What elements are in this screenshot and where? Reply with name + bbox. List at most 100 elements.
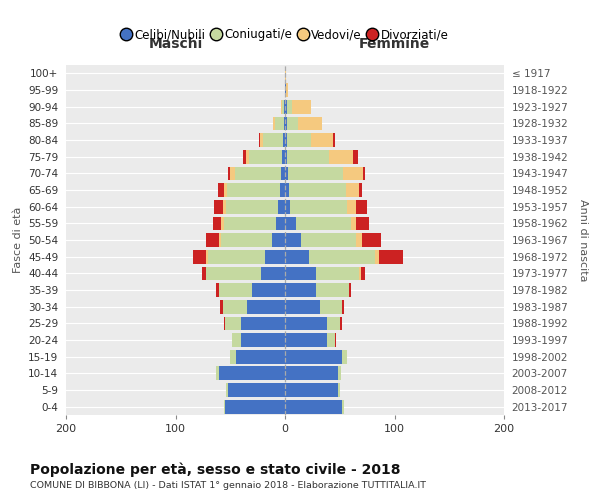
Bar <box>285 133 287 147</box>
Bar <box>285 350 342 364</box>
Bar <box>347 200 356 213</box>
Bar <box>290 200 347 213</box>
Bar <box>361 266 365 280</box>
Bar <box>216 366 220 380</box>
Bar <box>285 233 301 247</box>
Text: Maschi: Maschi <box>148 37 203 51</box>
Bar <box>338 383 340 397</box>
Bar <box>346 183 359 197</box>
Bar <box>230 166 235 180</box>
Bar <box>340 316 342 330</box>
Bar <box>285 383 338 397</box>
Bar <box>226 383 228 397</box>
Bar <box>375 250 379 264</box>
Bar <box>218 183 224 197</box>
Bar <box>224 216 276 230</box>
Y-axis label: Anni di nascita: Anni di nascita <box>578 198 588 281</box>
Bar <box>220 366 285 380</box>
Bar <box>326 316 340 330</box>
Bar <box>356 200 367 213</box>
Bar <box>216 283 220 297</box>
Bar <box>221 233 272 247</box>
Bar <box>265 250 285 264</box>
Bar <box>296 216 350 230</box>
Bar <box>223 200 226 213</box>
Y-axis label: Fasce di età: Fasce di età <box>13 207 23 273</box>
Bar <box>244 150 245 164</box>
Bar <box>333 133 335 147</box>
Bar <box>286 83 288 97</box>
Bar <box>272 233 285 247</box>
Bar <box>224 316 225 330</box>
Bar <box>261 266 285 280</box>
Bar <box>285 116 287 130</box>
Bar <box>275 116 284 130</box>
Bar <box>226 200 278 213</box>
Bar <box>349 283 350 297</box>
Bar <box>311 133 333 147</box>
Text: COMUNE DI BIBBONA (LI) - Dati ISTAT 1° gennaio 2018 - Elaborazione TUTTITALIA.IT: COMUNE DI BIBBONA (LI) - Dati ISTAT 1° g… <box>30 481 426 490</box>
Bar <box>208 250 265 264</box>
Bar <box>359 266 361 280</box>
Bar <box>241 316 285 330</box>
Bar <box>283 133 285 147</box>
Legend: Celibi/Nubili, Coniugati/e, Vedovi/e, Divorziati/e: Celibi/Nubili, Coniugati/e, Vedovi/e, Di… <box>117 24 453 46</box>
Bar <box>282 100 284 114</box>
Bar <box>247 300 285 314</box>
Bar <box>232 333 241 347</box>
Bar <box>284 116 285 130</box>
Bar <box>301 233 356 247</box>
Bar <box>259 133 260 147</box>
Bar <box>285 316 326 330</box>
Bar <box>342 350 347 364</box>
Bar <box>230 350 236 364</box>
Bar <box>285 366 338 380</box>
Bar <box>260 133 263 147</box>
Bar <box>292 100 311 114</box>
Bar <box>193 250 206 264</box>
Bar <box>353 150 358 164</box>
Bar <box>326 333 335 347</box>
Bar <box>285 100 287 114</box>
Bar <box>285 150 287 164</box>
Bar <box>224 183 227 197</box>
Bar <box>276 216 285 230</box>
Bar <box>285 83 286 97</box>
Bar <box>220 300 223 314</box>
Bar <box>227 183 280 197</box>
Bar <box>249 150 282 164</box>
Bar <box>206 250 208 264</box>
Bar <box>309 250 375 264</box>
Bar <box>320 300 342 314</box>
Bar <box>316 283 349 297</box>
Text: Femmine: Femmine <box>359 37 430 51</box>
Bar <box>220 233 221 247</box>
Bar <box>273 116 275 130</box>
Bar <box>245 150 249 164</box>
Bar <box>282 150 285 164</box>
Bar <box>356 216 370 230</box>
Bar <box>278 200 285 213</box>
Bar <box>235 166 281 180</box>
Bar <box>220 283 252 297</box>
Bar <box>362 233 382 247</box>
Bar <box>285 400 342 413</box>
Bar <box>213 216 221 230</box>
Bar <box>225 400 285 413</box>
Bar <box>285 250 309 264</box>
Bar <box>287 116 298 130</box>
Bar <box>350 216 356 230</box>
Bar <box>285 333 326 347</box>
Bar <box>221 216 224 230</box>
Bar <box>285 300 320 314</box>
Bar <box>342 400 344 413</box>
Bar <box>289 183 346 197</box>
Bar <box>206 233 220 247</box>
Bar <box>285 200 290 213</box>
Bar <box>329 150 353 164</box>
Bar <box>281 166 285 180</box>
Bar <box>285 66 286 80</box>
Bar <box>298 116 322 130</box>
Bar <box>335 333 337 347</box>
Bar <box>287 133 311 147</box>
